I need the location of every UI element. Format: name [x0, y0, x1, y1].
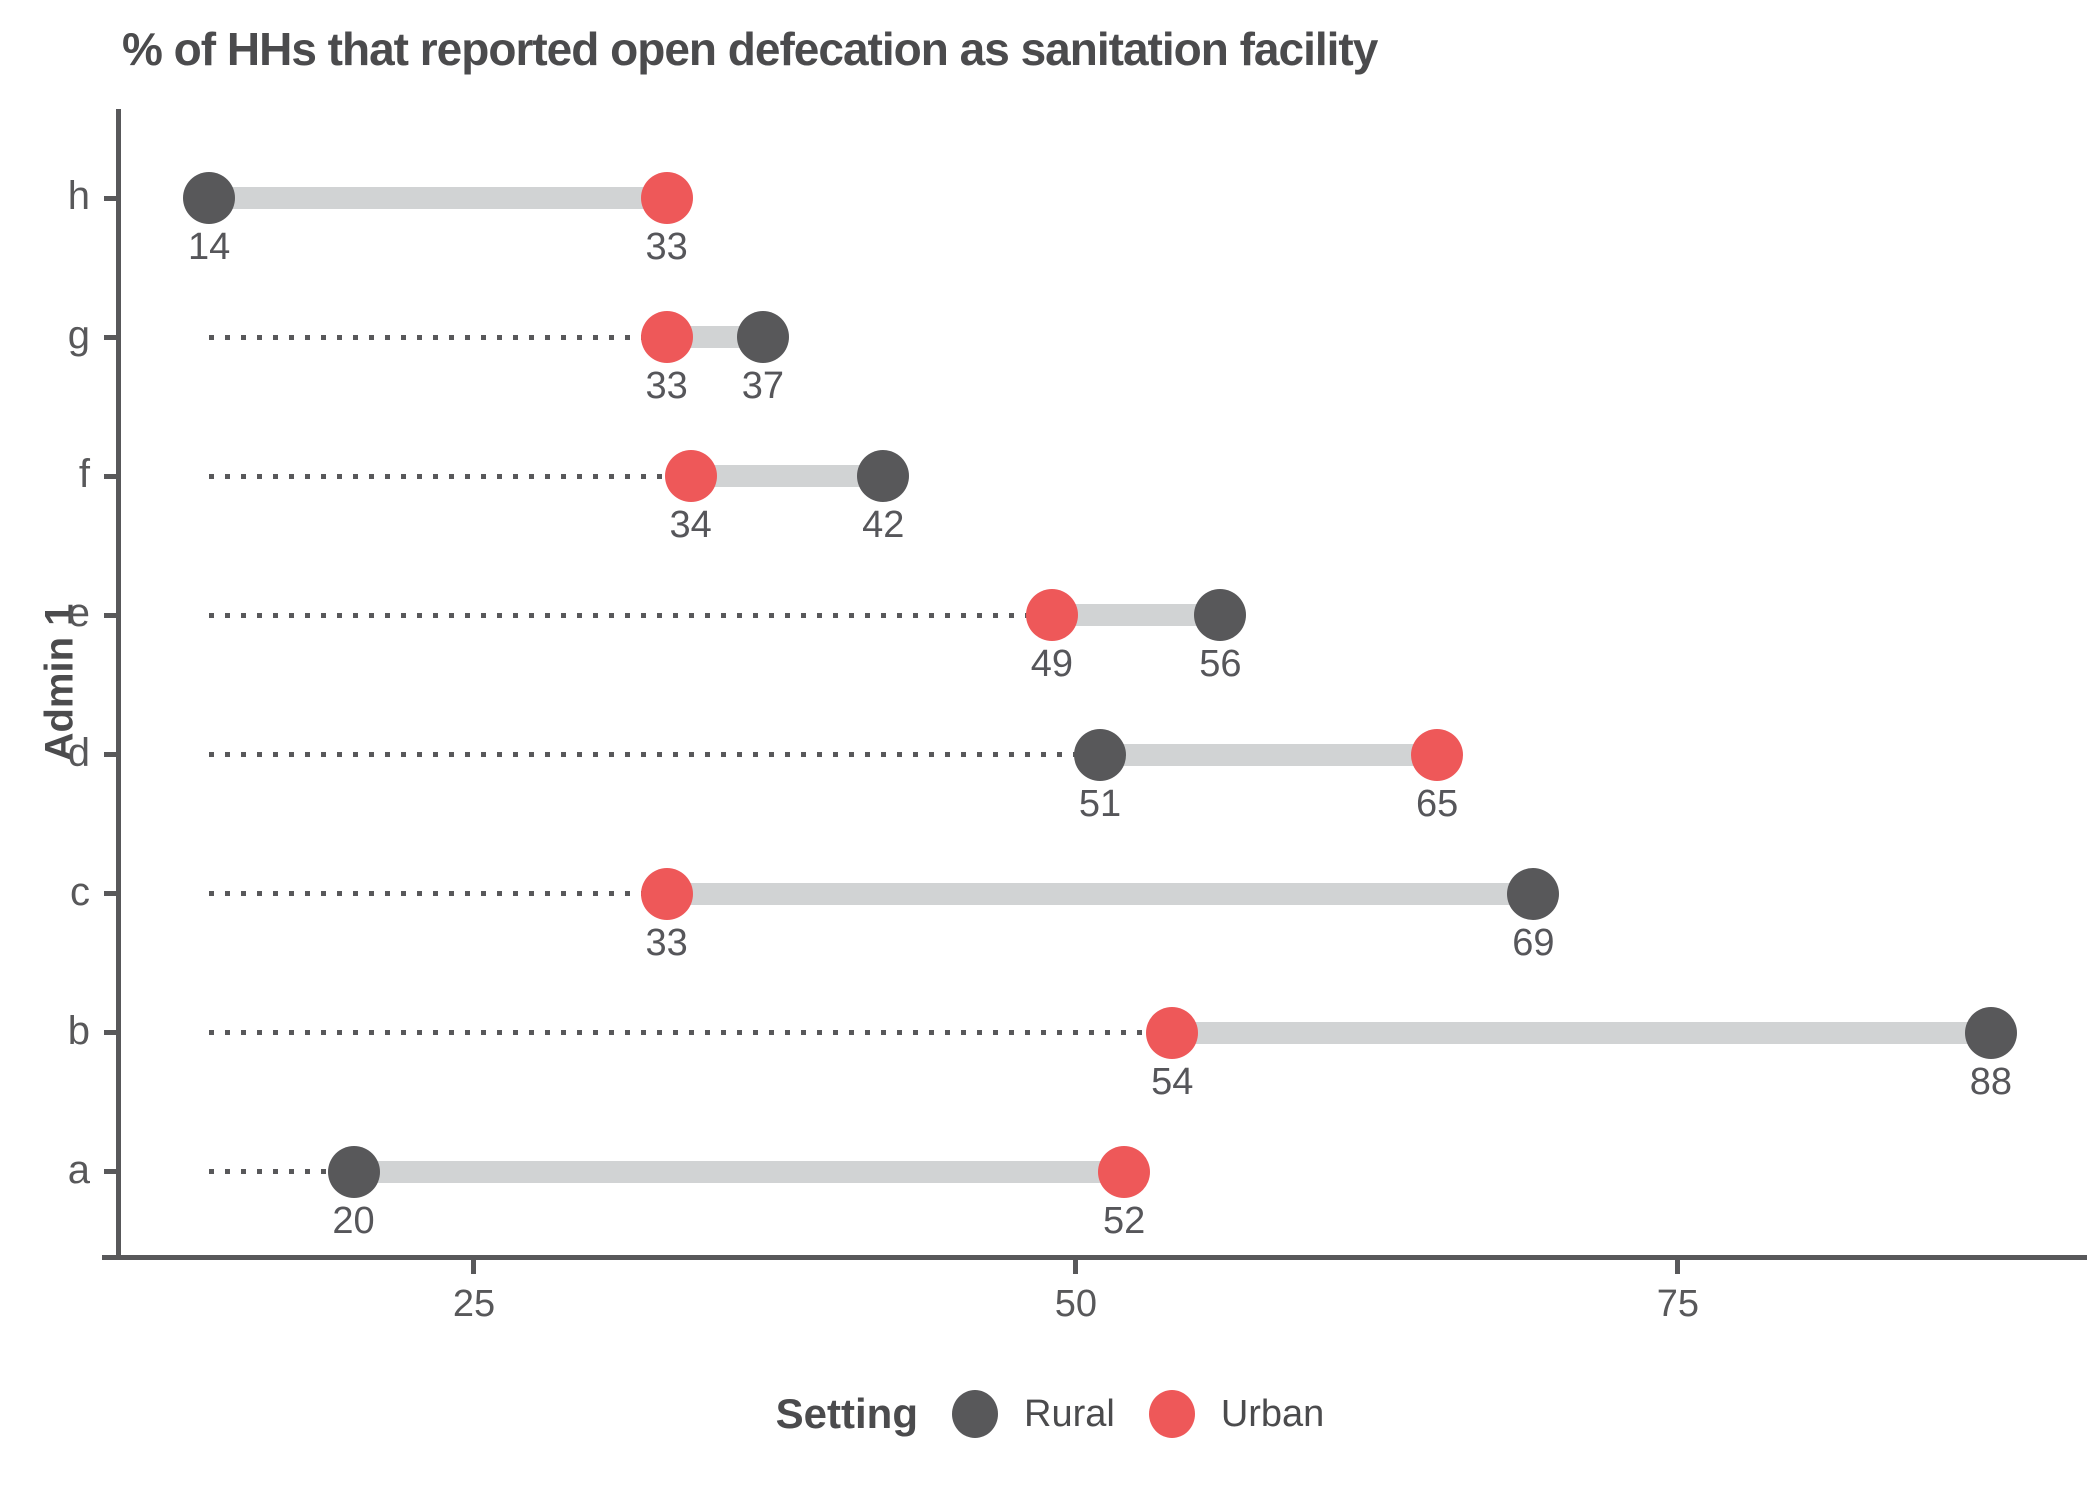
urban-value-label: 49 — [1030, 643, 1073, 686]
rural-dot — [1074, 728, 1126, 781]
rural-value-label: 20 — [332, 1199, 375, 1242]
y-category-label: c — [70, 869, 90, 914]
dotted-leader-line — [209, 1169, 354, 1175]
y-axis-tick — [104, 1169, 119, 1175]
urban-dot — [664, 450, 717, 503]
urban-value-label: 65 — [1415, 782, 1459, 825]
legend-label-urban: Urban — [1220, 1392, 1325, 1435]
x-axis-tick — [471, 1258, 477, 1274]
rural-value-label: 51 — [1078, 782, 1122, 825]
urban-value-label: 33 — [645, 226, 688, 269]
urban-dot — [1411, 728, 1464, 781]
dumbbell-band — [209, 187, 667, 210]
rural-dot — [327, 1145, 380, 1198]
dotted-leader-line — [209, 612, 1052, 618]
y-category-label: d — [67, 730, 90, 775]
y-axis-tick — [104, 891, 119, 897]
urban-value-label: 33 — [645, 365, 688, 408]
y-category-label: g — [67, 313, 90, 358]
rural-dot — [1964, 1006, 2017, 1059]
chart-title: % of HHs that reported open defecation a… — [122, 23, 1378, 75]
x-tick-label: 25 — [452, 1283, 496, 1325]
dotted-leader-line — [209, 891, 667, 897]
dotted-leader-line — [209, 1030, 1173, 1036]
dumbbell-band — [1051, 604, 1221, 627]
legend-item-rural: Rural — [952, 1390, 1115, 1438]
urban-dot — [640, 311, 693, 364]
rural-value-label: 56 — [1199, 643, 1242, 686]
urban-dot — [1098, 1145, 1151, 1198]
rural-swatch-icon — [952, 1390, 998, 1438]
legend-label-rural: Rural — [1024, 1392, 1115, 1435]
y-axis-tick — [104, 752, 119, 757]
y-category-label: f — [78, 452, 90, 497]
rural-value-label: 69 — [1512, 921, 1555, 964]
dumbbell-band — [353, 1160, 1125, 1183]
urban-dot — [640, 867, 693, 920]
x-axis-tick — [1073, 1258, 1079, 1274]
rural-dot — [1507, 867, 1560, 920]
legend-item-urban: Urban — [1148, 1390, 1325, 1438]
x-axis-line — [102, 1255, 2087, 1260]
legend-title: Setting — [775, 1390, 918, 1437]
dumbbell-band — [666, 882, 1534, 905]
rural-value-label: 88 — [1969, 1060, 2013, 1103]
rural-dot — [183, 172, 236, 225]
rural-dot — [736, 311, 789, 364]
dumbbell-band — [1172, 1021, 1991, 1044]
y-axis-tick — [104, 195, 119, 201]
x-axis-tick — [1675, 1258, 1681, 1274]
dotted-leader-line — [209, 473, 691, 479]
y-category-label: h — [67, 174, 90, 219]
urban-dot — [1025, 589, 1078, 642]
y-axis-tick — [104, 473, 119, 479]
urban-value-label: 33 — [645, 921, 688, 964]
y-axis-tick — [104, 612, 119, 618]
urban-dot — [1146, 1006, 1199, 1059]
y-category-label: b — [67, 1008, 90, 1053]
dumbbell-band — [1100, 743, 1438, 766]
urban-value-label: 52 — [1102, 1199, 1146, 1242]
rural-value-label: 42 — [862, 504, 905, 547]
y-axis-tick — [104, 1030, 119, 1036]
y-category-label: e — [67, 591, 90, 636]
urban-value-label: 34 — [669, 504, 712, 547]
y-category-label: a — [67, 1147, 90, 1192]
rural-dot — [857, 450, 910, 503]
y-axis-tick — [104, 334, 119, 340]
urban-value-label: 54 — [1151, 1060, 1194, 1103]
dumbbell-band — [690, 465, 884, 488]
urban-swatch-icon — [1148, 1390, 1195, 1438]
x-tick-label: 75 — [1656, 1283, 1700, 1325]
legend: Setting Rural Urban — [0, 1390, 2100, 1438]
rural-value-label: 37 — [741, 365, 785, 408]
x-tick-label: 50 — [1054, 1283, 1098, 1325]
urban-dot — [640, 172, 693, 225]
plot-panel: 14 33 h 37 33 g 42 34 f 56 49 e 51 65 d 69 33 c 88 54 b 20 52 a… — [68, 109, 2087, 1325]
rural-dot — [1194, 589, 1247, 642]
rural-value-label: 14 — [187, 226, 231, 269]
dotted-leader-line — [209, 334, 667, 340]
dotted-leader-line — [209, 752, 1100, 757]
y-axis-line — [116, 109, 121, 1259]
